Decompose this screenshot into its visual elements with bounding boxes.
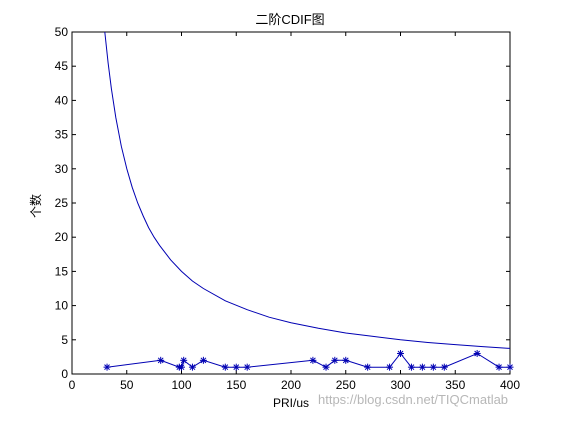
x-tick-label: 350: [445, 378, 465, 392]
x-tick-label: 400: [500, 378, 520, 392]
data-point: [178, 363, 185, 371]
y-tick-label: 45: [55, 59, 69, 73]
y-tick-label: 35: [55, 128, 69, 142]
x-axis: 0 50 100 150 200 250 300 350 400: [69, 32, 520, 392]
y-axis: 0 5 10 15 20 25 30 35 40 45 50: [55, 25, 510, 381]
y-tick-label: 5: [61, 333, 68, 347]
data-point: [440, 363, 448, 371]
data-point: [495, 363, 503, 371]
x-tick-label: 250: [336, 378, 356, 392]
data-point: [157, 356, 165, 364]
data-point: [322, 363, 330, 371]
x-tick-label: 100: [171, 378, 191, 392]
threshold-curve-line: [104, 31, 511, 349]
data-point: [199, 356, 207, 364]
data-point: [364, 363, 372, 371]
data-point: [342, 356, 350, 364]
y-tick-label: 20: [55, 230, 69, 244]
data-point: [386, 363, 394, 371]
x-tick-label: 300: [390, 378, 410, 392]
x-tick-label: 150: [226, 378, 246, 392]
data-point: [418, 363, 426, 371]
data-point: [180, 356, 188, 364]
y-tick-label: 25: [55, 196, 69, 210]
x-axis-label: PRI/us: [273, 396, 309, 410]
y-tick-label: 50: [55, 25, 69, 39]
chart-title: 二阶CDIF图: [255, 12, 324, 27]
data-point: [309, 356, 317, 364]
y-tick-label: 10: [55, 299, 69, 313]
data-point: [243, 363, 251, 371]
x-tick-label: 200: [281, 378, 301, 392]
data-point: [103, 363, 111, 371]
data-point: [331, 356, 339, 364]
x-tick-label: 50: [120, 378, 134, 392]
x-tick-label: 0: [69, 378, 76, 392]
data-point: [221, 363, 229, 371]
data-point: [429, 363, 437, 371]
data-point: [232, 363, 240, 371]
plot-area: [71, 31, 511, 375]
y-tick-label: 30: [55, 162, 69, 176]
data-point: [397, 349, 404, 357]
watermark: https://blog.csdn.net/TIQCmatlab: [318, 392, 509, 407]
y-tick-label: 15: [55, 264, 69, 278]
data-point: [188, 363, 196, 371]
y-tick-label: 40: [55, 93, 69, 107]
data-point: [506, 363, 514, 371]
y-axis-label: 个数: [28, 194, 43, 218]
series-layer: [103, 31, 514, 371]
y-tick-label: 0: [61, 367, 68, 381]
data-point: [407, 363, 415, 371]
data-point: [473, 349, 481, 357]
